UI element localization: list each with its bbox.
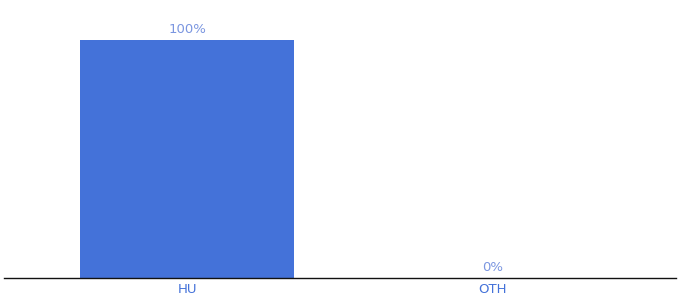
Text: 100%: 100% (169, 23, 206, 36)
Text: 0%: 0% (482, 261, 503, 274)
Bar (80, 40, 294, 278)
